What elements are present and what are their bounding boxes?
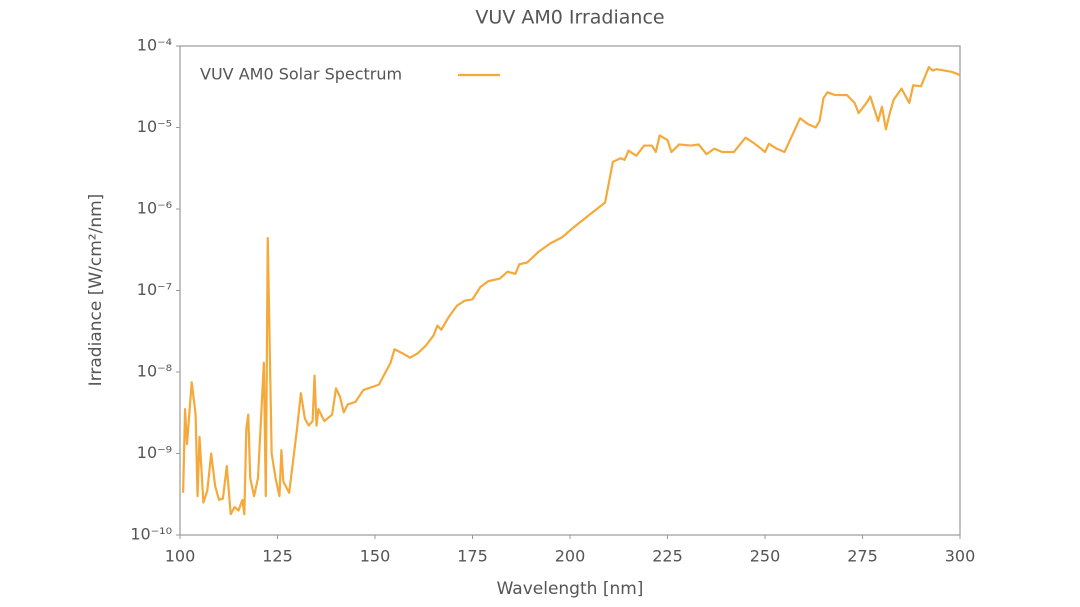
y-tick-label: 10⁻⁷ bbox=[137, 280, 172, 299]
x-tick-label: 175 bbox=[457, 547, 488, 566]
y-tick-label: 10⁻⁶ bbox=[137, 199, 172, 218]
y-tick-label: 10⁻⁴ bbox=[137, 36, 172, 55]
legend-label: VUV AM0 Solar Spectrum bbox=[200, 65, 402, 84]
x-tick-label: 275 bbox=[847, 547, 878, 566]
x-tick-label: 250 bbox=[750, 547, 781, 566]
x-tick-label: 100 bbox=[165, 547, 196, 566]
chart-title: VUV AM0 Irradiance bbox=[475, 7, 664, 29]
x-tick-label: 125 bbox=[262, 547, 293, 566]
x-tick-label: 200 bbox=[555, 547, 586, 566]
x-tick-label: 300 bbox=[945, 547, 976, 566]
y-tick-label: 10⁻⁸ bbox=[137, 362, 172, 381]
y-tick-label: 10⁻⁹ bbox=[137, 443, 172, 462]
x-tick-label: 150 bbox=[360, 547, 391, 566]
y-axis-label: Irradiance [W/cm²/nm] bbox=[86, 194, 106, 387]
x-axis-label: Wavelength [nm] bbox=[497, 579, 644, 599]
data-line bbox=[182, 66, 961, 516]
y-tick-label: 10⁻¹⁰ bbox=[130, 525, 172, 544]
plot-frame bbox=[179, 45, 961, 536]
y-tick-label: 10⁻⁵ bbox=[137, 117, 172, 136]
x-tick-label: 225 bbox=[652, 547, 683, 566]
